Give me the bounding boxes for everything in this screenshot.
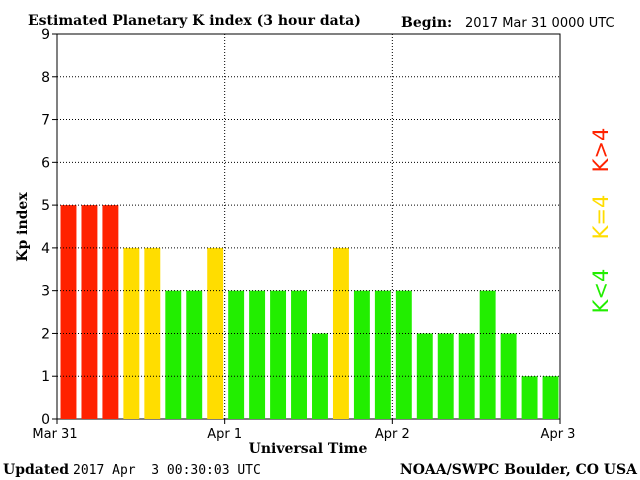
y-tick-label: 2 [41, 326, 50, 342]
kp-bar [123, 247, 140, 419]
y-tick-label: 9 [41, 27, 50, 43]
chart-title: Estimated Planetary K index (3 hour data… [28, 13, 361, 29]
kp-bar [186, 290, 203, 419]
legend-equal: K=4 [589, 195, 613, 240]
kp-bar [374, 290, 391, 419]
kp-bar [521, 376, 538, 419]
y-tick-label: 8 [41, 70, 50, 86]
plot-frame [56, 33, 561, 420]
x-tick-label: Apr 1 [207, 427, 242, 442]
x-tick-label: Mar 31 [32, 427, 77, 442]
kp-bar [395, 290, 412, 419]
kp-bar [144, 247, 161, 419]
kp-bar [60, 205, 77, 419]
updated-value: 2017 Apr 3 00:30:03 UTC [73, 463, 261, 478]
kp-bar [500, 333, 517, 419]
kp-bar [437, 333, 454, 419]
y-tick-label: 1 [41, 369, 50, 385]
x-axis-label: Universal Time [249, 441, 368, 457]
kp-bar [332, 247, 349, 419]
kp-bar [270, 290, 287, 419]
y-axis-label: Kp index [15, 192, 31, 262]
y-axis-ticks: 0 1 2 3 4 5 6 7 8 9 [41, 27, 57, 428]
kp-bar [353, 290, 370, 419]
updated-label: Updated [3, 462, 69, 478]
y-tick-label: 5 [41, 198, 50, 214]
legend-high: K>4 [589, 128, 613, 173]
kp-bar [165, 290, 182, 419]
y-tick-label: 0 [41, 412, 50, 428]
kp-bar [479, 290, 496, 419]
y-tick-label: 6 [41, 155, 50, 171]
x-tick-label: Apr 2 [375, 427, 410, 442]
y-tick-label: 7 [41, 113, 50, 129]
x-tick-label: Apr 3 [541, 427, 576, 442]
y-tick-label: 3 [41, 284, 50, 300]
begin-label: Begin: [401, 15, 452, 31]
legend-low: K<4 [589, 269, 613, 314]
kp-bar [81, 205, 98, 419]
kp-bar [458, 333, 475, 419]
y-tick-label: 4 [41, 241, 50, 257]
kp-bar [416, 333, 433, 419]
credit-text: NOAA/SWPC Boulder, CO USA [400, 462, 638, 478]
begin-value: 2017 Mar 31 0000 UTC [465, 16, 615, 31]
vertical-gridlines [224, 34, 393, 419]
x-axis-ticks: Mar 31 Apr 1 Apr 2 Apr 3 [32, 419, 575, 442]
plot-area [56, 33, 561, 420]
kp-bar [312, 333, 328, 419]
kp-bar [542, 376, 559, 419]
kp-bar [249, 290, 266, 419]
kp-bar [291, 290, 307, 419]
kp-bar [102, 205, 119, 419]
kp-bar [207, 247, 224, 419]
kp-bar [228, 290, 245, 419]
